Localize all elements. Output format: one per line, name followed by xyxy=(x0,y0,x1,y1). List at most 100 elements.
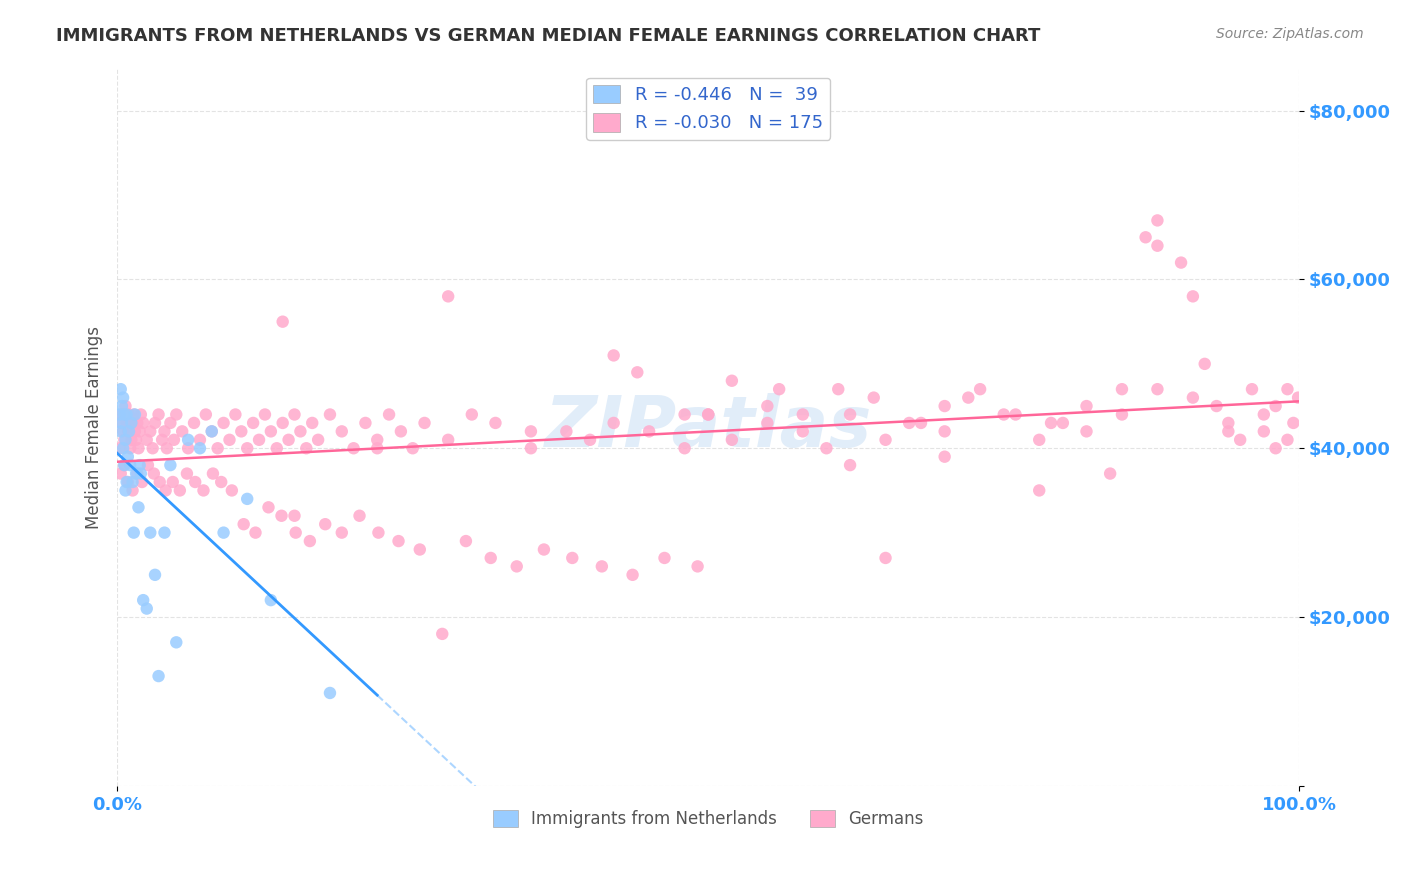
Point xyxy=(201,425,224,439)
Point xyxy=(117,475,139,489)
Point xyxy=(176,467,198,481)
Point xyxy=(533,542,555,557)
Point xyxy=(437,433,460,447)
Point xyxy=(114,399,136,413)
Point xyxy=(654,551,676,566)
Point xyxy=(132,416,155,430)
Point xyxy=(271,315,294,329)
Point xyxy=(122,525,145,540)
Point xyxy=(875,551,897,566)
Point xyxy=(132,593,155,607)
Point xyxy=(108,408,131,422)
Point xyxy=(108,442,131,456)
Point xyxy=(260,593,283,607)
Point xyxy=(125,433,148,447)
Point xyxy=(409,542,432,557)
Point xyxy=(602,348,624,362)
Point xyxy=(156,442,179,456)
Point xyxy=(1076,399,1098,413)
Point xyxy=(342,442,364,456)
Point xyxy=(934,450,956,464)
Point xyxy=(1135,230,1157,244)
Point xyxy=(155,483,177,498)
Point xyxy=(142,442,165,456)
Point xyxy=(1277,382,1299,396)
Point xyxy=(253,408,276,422)
Point xyxy=(172,425,194,439)
Point xyxy=(212,416,235,430)
Point xyxy=(756,416,779,430)
Point xyxy=(1218,416,1240,430)
Point xyxy=(120,416,142,430)
Point xyxy=(815,442,838,456)
Point xyxy=(307,433,329,447)
Point xyxy=(1240,382,1263,396)
Point xyxy=(110,467,132,481)
Point xyxy=(221,483,243,498)
Point xyxy=(127,442,149,456)
Point xyxy=(212,525,235,540)
Point xyxy=(1004,408,1026,422)
Point xyxy=(110,425,132,439)
Point xyxy=(177,433,200,447)
Point xyxy=(122,408,145,422)
Point xyxy=(301,416,323,430)
Point xyxy=(969,382,991,396)
Point xyxy=(163,433,186,447)
Point xyxy=(1028,433,1050,447)
Point xyxy=(112,408,135,422)
Point xyxy=(934,425,956,439)
Legend: Immigrants from Netherlands, Germans: Immigrants from Netherlands, Germans xyxy=(486,804,931,835)
Point xyxy=(136,458,159,472)
Point xyxy=(366,433,388,447)
Point xyxy=(910,416,932,430)
Point xyxy=(387,534,409,549)
Point xyxy=(349,508,371,523)
Point xyxy=(121,483,143,498)
Point xyxy=(183,416,205,430)
Point xyxy=(1146,238,1168,252)
Point xyxy=(1205,399,1227,413)
Point xyxy=(148,408,170,422)
Point xyxy=(114,483,136,498)
Point xyxy=(125,467,148,481)
Point xyxy=(432,627,454,641)
Point xyxy=(561,551,583,566)
Point xyxy=(115,475,138,489)
Point xyxy=(1181,391,1204,405)
Point xyxy=(242,416,264,430)
Point xyxy=(129,408,152,422)
Point xyxy=(402,442,425,456)
Point xyxy=(127,467,149,481)
Point xyxy=(236,491,259,506)
Point xyxy=(366,442,388,456)
Point xyxy=(120,442,142,456)
Point xyxy=(792,408,814,422)
Point xyxy=(117,425,139,439)
Point xyxy=(1170,255,1192,269)
Point xyxy=(115,416,138,430)
Point xyxy=(1264,442,1286,456)
Point xyxy=(120,458,142,472)
Point xyxy=(143,416,166,430)
Point xyxy=(1253,408,1275,422)
Point xyxy=(957,391,980,405)
Point xyxy=(319,686,342,700)
Point xyxy=(827,382,849,396)
Point xyxy=(506,559,529,574)
Point xyxy=(626,365,648,379)
Point xyxy=(621,567,644,582)
Point xyxy=(638,425,661,439)
Point xyxy=(184,475,207,489)
Point xyxy=(298,534,321,549)
Point xyxy=(112,458,135,472)
Point xyxy=(110,382,132,396)
Point xyxy=(159,416,181,430)
Point xyxy=(270,508,292,523)
Point xyxy=(993,408,1015,422)
Point xyxy=(201,467,224,481)
Point xyxy=(149,475,172,489)
Point xyxy=(697,408,720,422)
Point xyxy=(756,399,779,413)
Point xyxy=(260,425,283,439)
